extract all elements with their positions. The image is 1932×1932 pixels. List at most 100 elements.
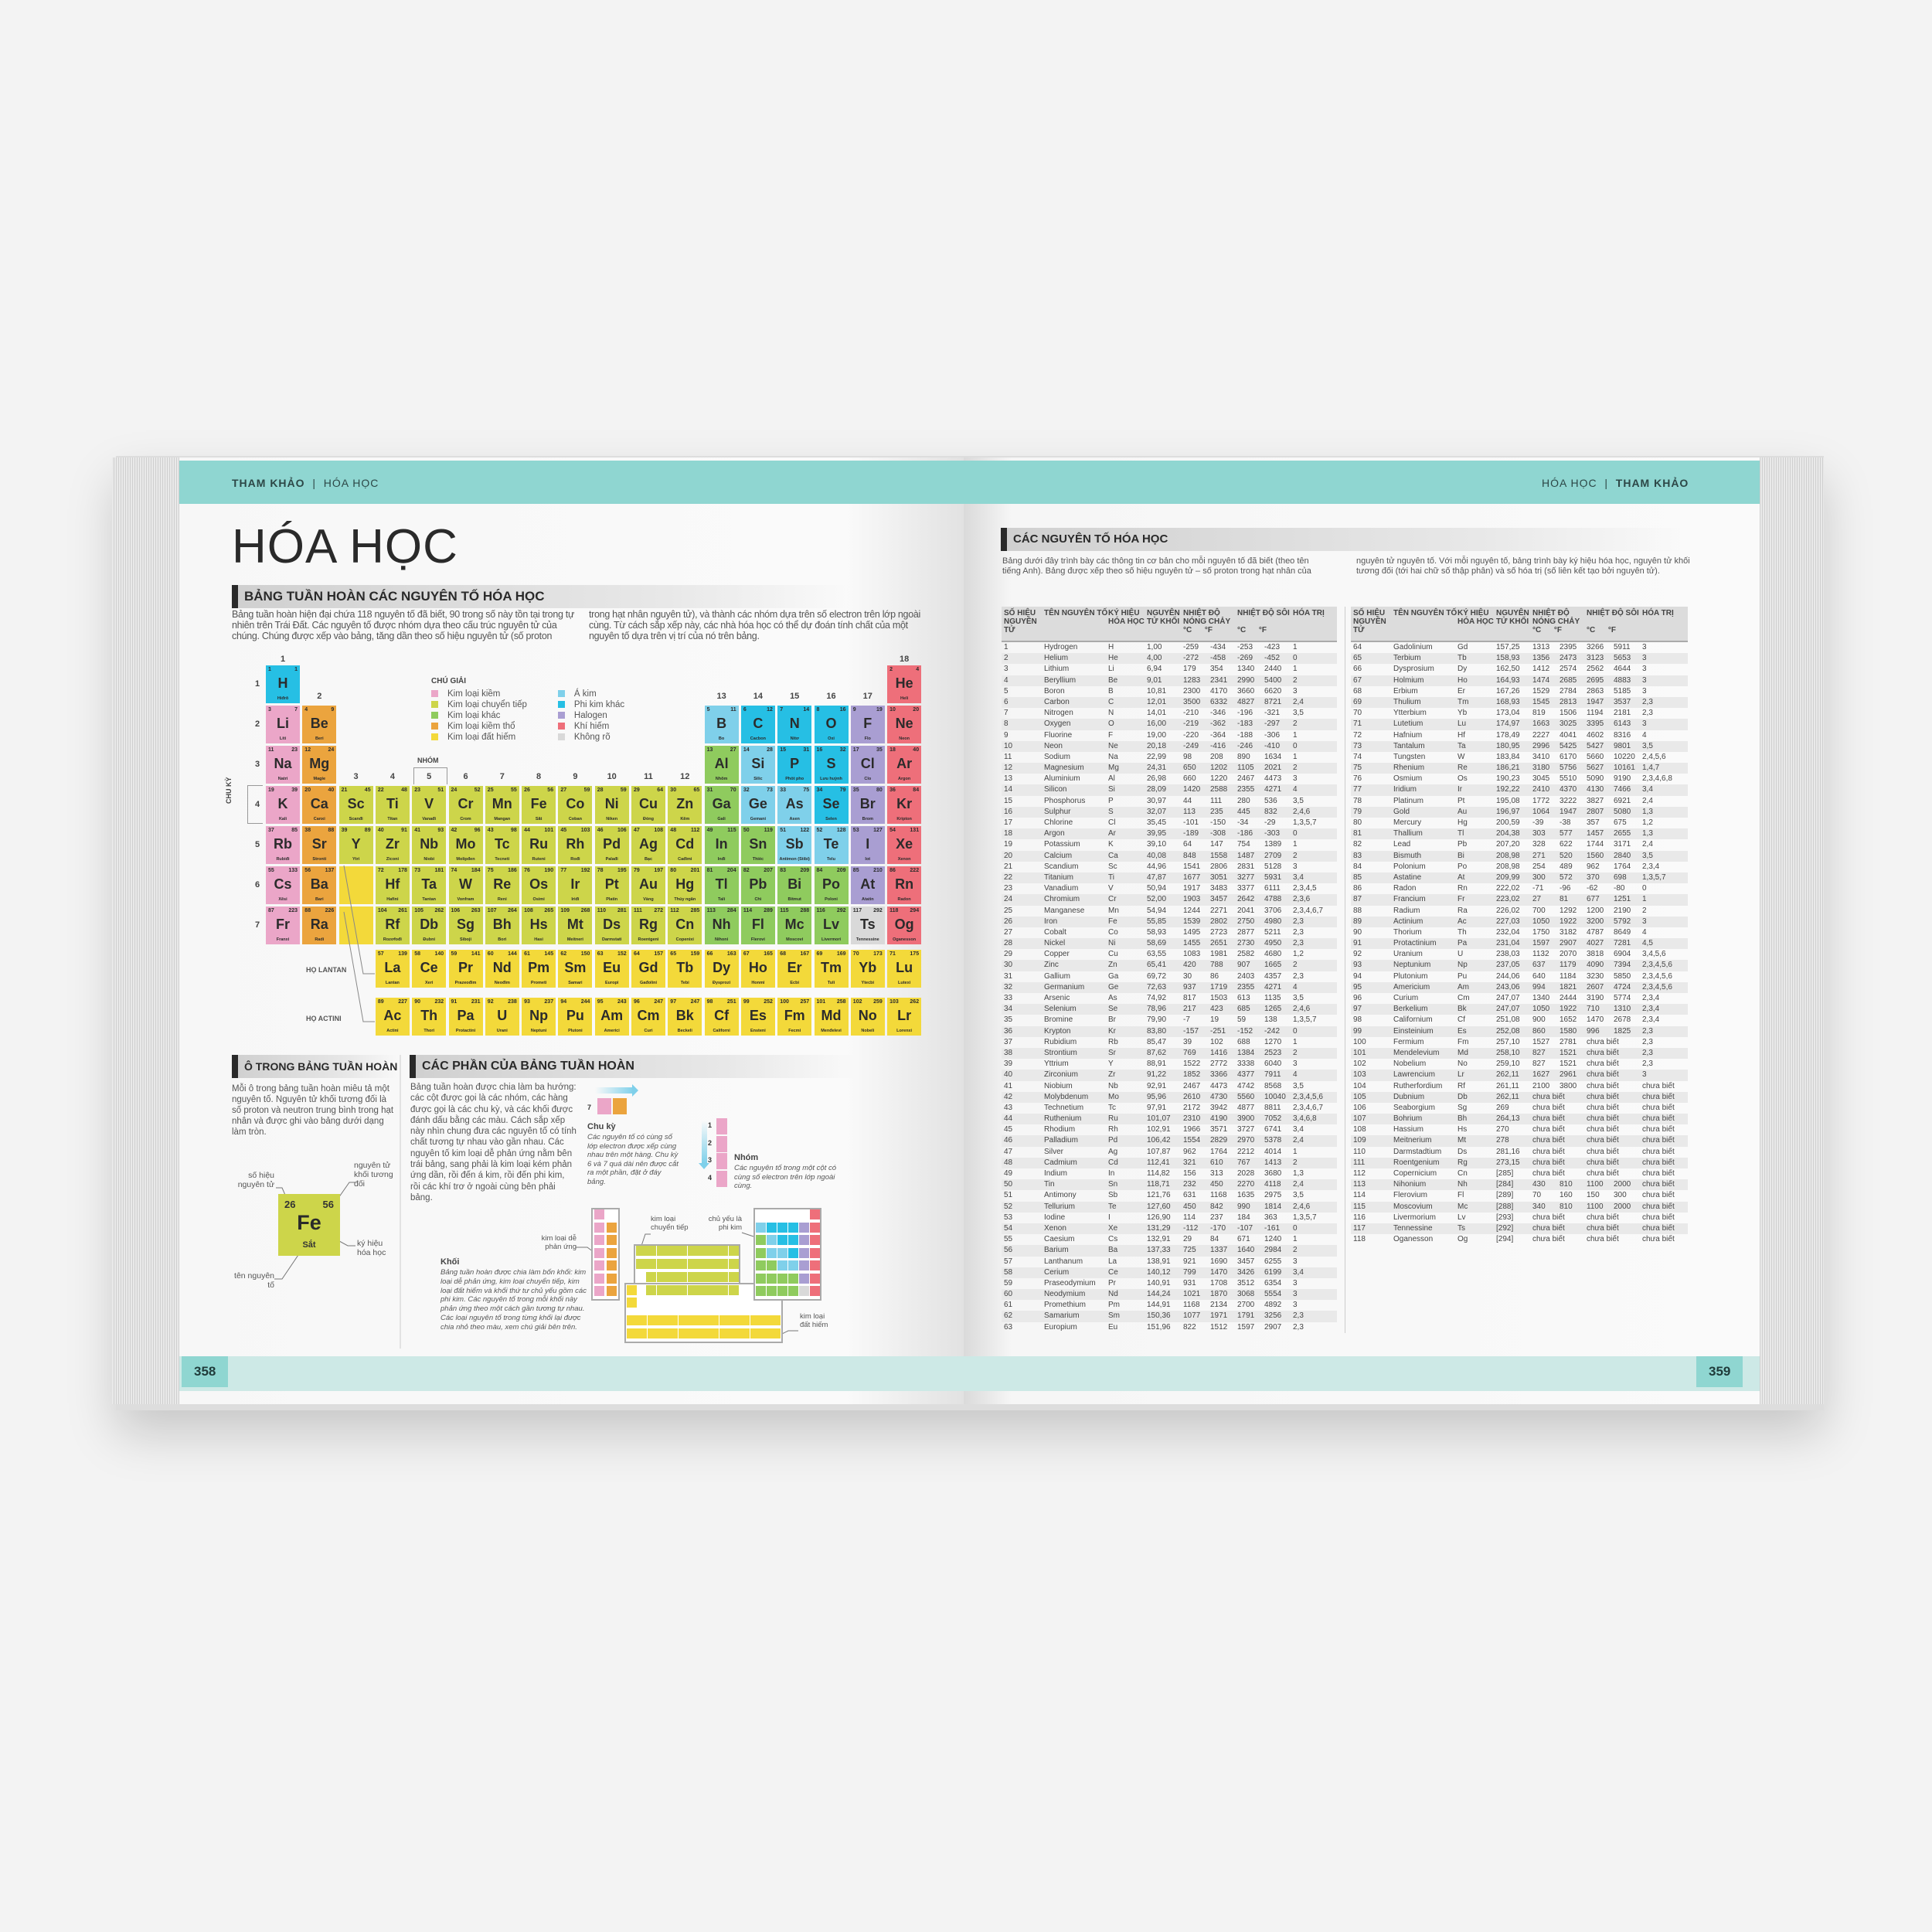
table-row: 110 Darmstadtium Ds 281,16 chưa biết chưa biế… xyxy=(1351,1147,1688,1158)
group-number: 13 xyxy=(716,692,726,701)
atomic-number: 76 xyxy=(524,868,530,873)
element-cell-pm: 61 145 Pm Prometi xyxy=(522,950,556,988)
table-cell: 4724 xyxy=(1614,982,1631,992)
table-row: 63 Europium Eu 151,96 822 1512 1597 2907 2,3 xyxy=(1002,1322,1337,1333)
table-cell: 36 xyxy=(1004,1026,1013,1036)
table-cell: 1168 xyxy=(1183,1301,1200,1310)
table-cell: 222,02 xyxy=(1496,884,1520,893)
table-cell: Ac xyxy=(1458,917,1467,926)
atomic-mass: 294 xyxy=(910,908,920,913)
table-cell: Protactinium xyxy=(1393,939,1437,948)
table-cell: 78,96 xyxy=(1147,1005,1167,1014)
table-cell: 84 xyxy=(1353,862,1362,871)
table-cell: 640 xyxy=(1532,971,1546,981)
table-cell: 10,81 xyxy=(1147,686,1167,696)
table-cell: 1168 xyxy=(1210,1191,1227,1200)
table-cell: 232 xyxy=(1183,1180,1196,1189)
atomic-number: 20 xyxy=(304,787,311,793)
table-cell: 2467 xyxy=(1237,774,1255,784)
element-cell-fm: 100 257 Fm Fecmi xyxy=(777,998,812,1036)
unit-f: °F xyxy=(1204,626,1213,634)
table-cell: Tb xyxy=(1458,654,1467,663)
table-cell: 2523 xyxy=(1264,1048,1282,1057)
label-symbol: ký hiệu hóa học xyxy=(357,1239,386,1257)
atomic-mass: 259 xyxy=(873,999,883,1005)
block-title: Khối xyxy=(440,1257,460,1267)
block-mini-cell xyxy=(699,1315,709,1325)
element-name: Oganesson xyxy=(893,937,917,942)
atomic-number: 99 xyxy=(743,999,750,1005)
table-cell: 180,95 xyxy=(1496,741,1520,750)
table-cell: 3 xyxy=(1642,654,1647,663)
table-cell: Cf xyxy=(1458,1015,1465,1025)
atomic-number: 82 xyxy=(743,868,750,873)
table-cell: 1356 xyxy=(1532,654,1550,663)
table-cell: 72 xyxy=(1353,730,1362,740)
element-name: Heli xyxy=(900,696,909,701)
element-symbol: Xe xyxy=(896,836,913,852)
table-cell: Phosphorus xyxy=(1044,796,1086,805)
table-cell: -107 xyxy=(1237,1223,1253,1233)
table-cell: Terbium xyxy=(1393,654,1421,663)
table-cell: He xyxy=(1108,654,1118,663)
table-cell: 577 xyxy=(1560,829,1573,838)
unit-f: °F xyxy=(1607,626,1617,634)
group-number: 4 xyxy=(389,772,395,781)
table-header: SỐ HIỆU NGUYÊN TỬ TÊN NGUYÊN TỐ KÝ HIỆU … xyxy=(1351,607,1688,642)
element-name: Rubiđi xyxy=(276,857,290,862)
table-cell: 117 xyxy=(1353,1223,1366,1233)
group-number: 12 xyxy=(680,772,690,781)
col-name: TÊN NGUYÊN TỐ xyxy=(1044,609,1108,617)
atomic-mass: 150 xyxy=(580,951,590,957)
table-cell: 59 xyxy=(1237,1015,1247,1025)
block-mini-cell xyxy=(767,1247,777,1258)
table-cell: 4644 xyxy=(1614,665,1631,674)
table-row: 70 Ytterbium Yb 173,04 819 1506 1194 2181 2,3 xyxy=(1351,708,1688,719)
table-cell: 1558 xyxy=(1210,851,1228,860)
table-cell: 73 xyxy=(1353,741,1362,750)
table-cell: 7466 xyxy=(1614,785,1631,794)
col-melting: NHIỆT ĐỘ NÓNG CHẢY °C °F xyxy=(1532,609,1587,641)
element-name: Flo xyxy=(864,736,871,741)
table-cell: Sodium xyxy=(1044,752,1070,761)
table-cell: 150,36 xyxy=(1147,1311,1171,1321)
element-symbol: Ho xyxy=(748,960,767,975)
table-cell: 700 xyxy=(1532,906,1546,915)
element-name: Honmi xyxy=(751,981,765,985)
element-name: Tali xyxy=(718,897,726,902)
table-cell: Kr xyxy=(1108,1026,1116,1036)
table-cell: 2,4,6 xyxy=(1293,1005,1311,1014)
table-cell: 3068 xyxy=(1237,1290,1255,1299)
table-cell: chưa biết xyxy=(1642,1158,1675,1167)
table-cell: 1791 xyxy=(1237,1311,1255,1321)
table-cell: 35,45 xyxy=(1147,818,1167,827)
atomic-number: 88 xyxy=(304,908,311,913)
table-cell: chưa biết xyxy=(1532,1103,1565,1112)
table-cell: 87,62 xyxy=(1147,1048,1167,1057)
table-cell: 55,85 xyxy=(1147,917,1167,926)
element-symbol: O xyxy=(825,716,837,731)
block-mini-cell xyxy=(607,1260,617,1270)
table-cell: 3338 xyxy=(1237,1060,1255,1069)
atomic-number: 23 xyxy=(414,787,420,793)
table-cell: 1635 xyxy=(1237,1191,1255,1200)
table-cell: Ta xyxy=(1458,741,1466,750)
atomic-number: 54 xyxy=(889,828,896,833)
table-cell: Boron xyxy=(1044,686,1065,696)
table-cell: 28,09 xyxy=(1147,785,1167,794)
element-symbol: Te xyxy=(823,836,839,852)
table-cell: 313 xyxy=(1210,1169,1223,1178)
table-cell: Helium xyxy=(1044,654,1069,663)
table-cell: 4357 xyxy=(1264,971,1282,981)
block-mini-cell xyxy=(666,1272,677,1282)
table-cell: 55 xyxy=(1004,1235,1013,1244)
table-cell: Silicon xyxy=(1044,785,1067,794)
table-cell: [292] xyxy=(1496,1223,1514,1233)
element-name: Asen xyxy=(789,817,800,821)
left-footer-band xyxy=(179,1356,964,1391)
block-mini-cell xyxy=(799,1235,809,1245)
element-symbol: Pb xyxy=(749,876,767,892)
table-cell: 1340 xyxy=(1532,994,1550,1002)
table-cell: 226,02 xyxy=(1496,906,1520,915)
table-cell: 767 xyxy=(1237,1158,1250,1167)
